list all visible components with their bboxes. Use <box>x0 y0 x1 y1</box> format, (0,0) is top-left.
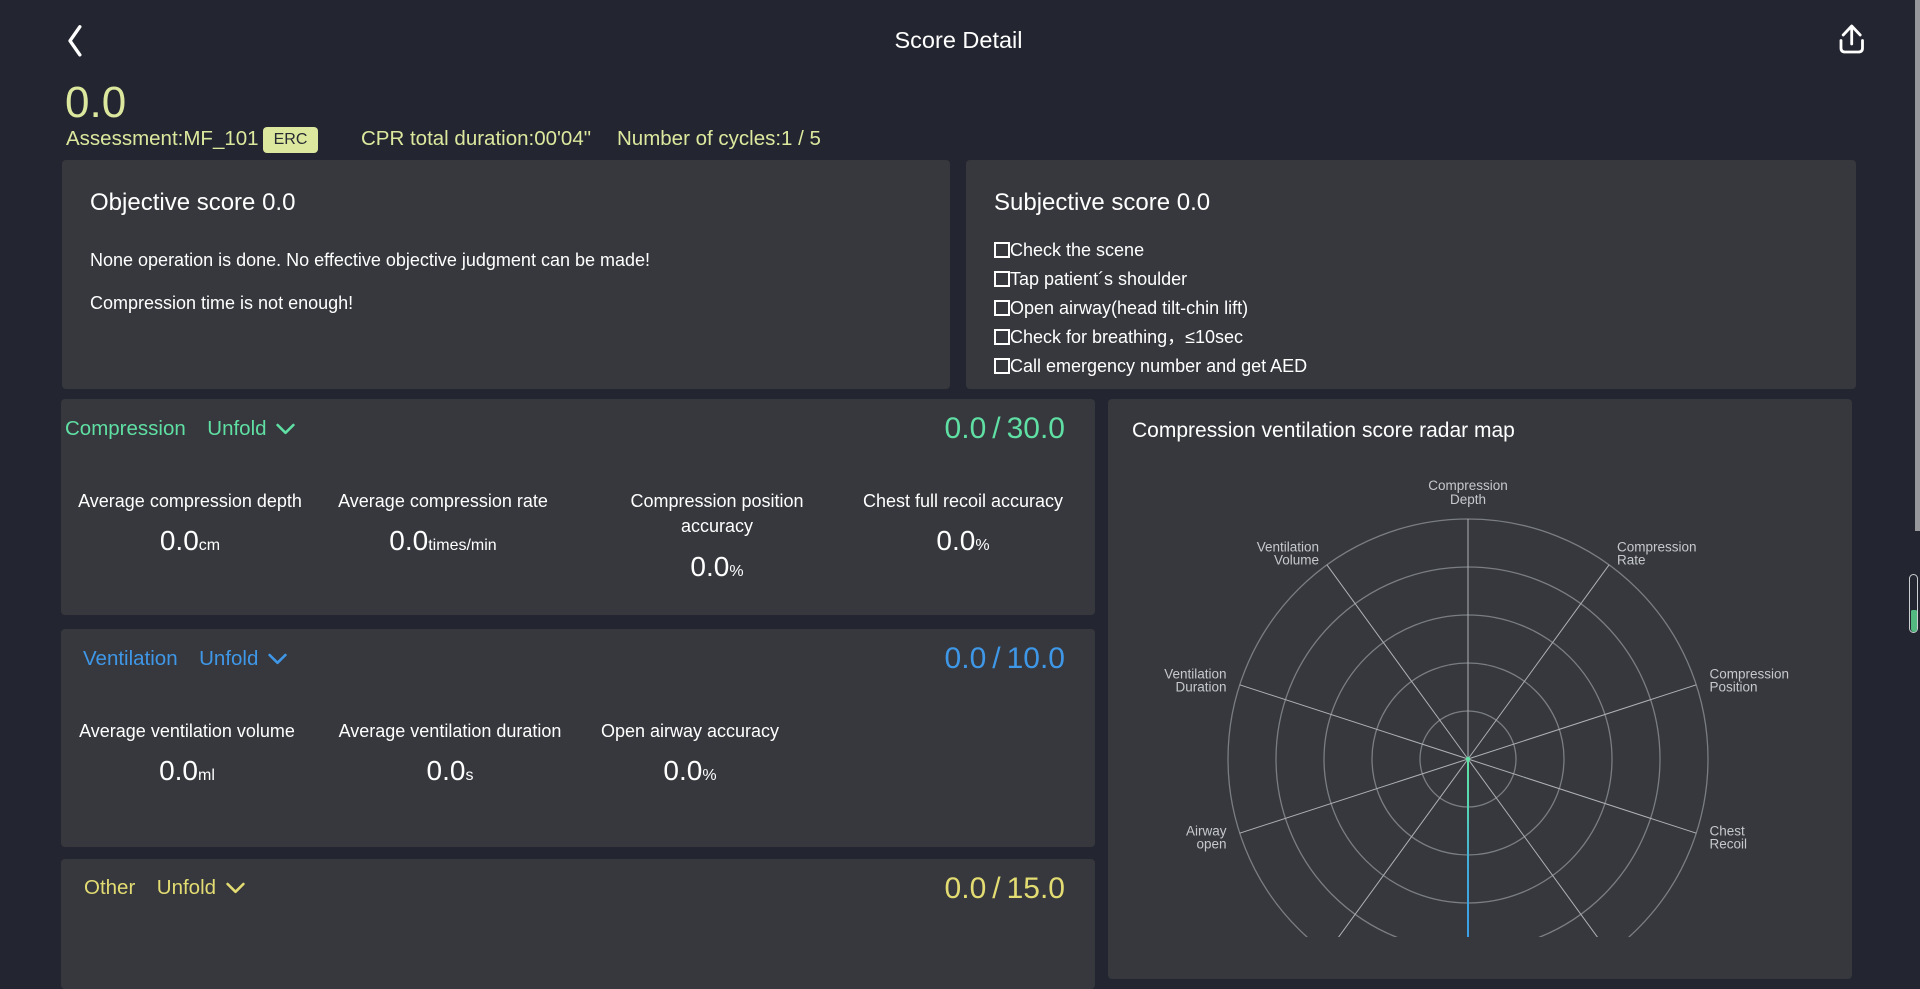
svg-text:Duration: Duration <box>1175 680 1226 695</box>
svg-text:Compression: Compression <box>1617 540 1697 555</box>
svg-text:Airway: Airway <box>1186 824 1227 839</box>
svg-text:open: open <box>1196 837 1226 852</box>
svg-text:Compression: Compression <box>1710 667 1790 682</box>
svg-text:Volume: Volume <box>1274 553 1319 568</box>
svg-text:Position: Position <box>1710 680 1758 695</box>
svg-text:Rate: Rate <box>1617 553 1646 568</box>
svg-text:Compression: Compression <box>1428 478 1508 493</box>
svg-text:Depth: Depth <box>1450 492 1486 507</box>
svg-text:Ventilation: Ventilation <box>1257 540 1319 555</box>
svg-text:Ventilation: Ventilation <box>1164 667 1226 682</box>
svg-text:Chest: Chest <box>1710 824 1746 839</box>
svg-text:Recoil: Recoil <box>1710 837 1748 852</box>
